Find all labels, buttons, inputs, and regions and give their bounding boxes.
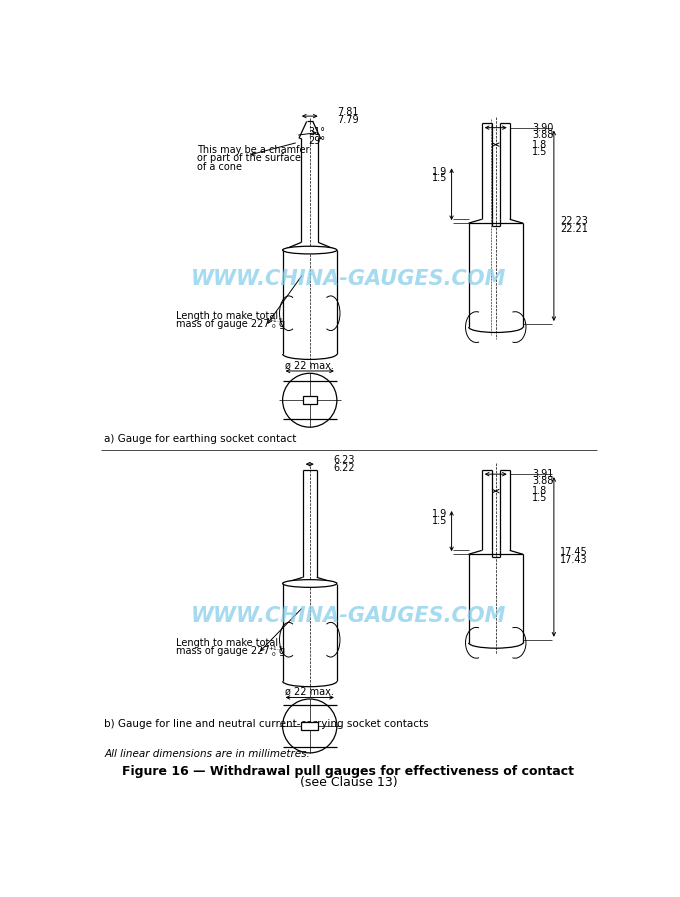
Text: b) Gauge for line and neutral current-carrying socket contacts: b) Gauge for line and neutral current-ca… [104, 718, 429, 728]
Text: g: g [279, 319, 285, 329]
Text: 7.79: 7.79 [338, 115, 359, 125]
Text: 31°: 31° [308, 127, 325, 137]
Text: 6.22: 6.22 [334, 463, 356, 473]
Text: 1.5: 1.5 [532, 146, 547, 157]
Text: 22.23: 22.23 [560, 216, 588, 226]
Text: 1.8: 1.8 [532, 486, 547, 496]
Text: 3.90: 3.90 [532, 123, 554, 133]
Text: Length to make total: Length to make total [176, 310, 279, 320]
Text: 1.5: 1.5 [432, 173, 447, 184]
Bar [303, 396, 317, 404]
Text: mass of gauge 227: mass of gauge 227 [176, 646, 273, 657]
Text: 1.5: 1.5 [432, 516, 447, 527]
Text: 3.88: 3.88 [532, 129, 554, 140]
Text: 1.9: 1.9 [432, 509, 447, 519]
Text: $^{+1.5}_{\ \ 0}$: $^{+1.5}_{\ \ 0}$ [268, 317, 284, 332]
Text: Length to make total: Length to make total [176, 638, 279, 648]
Text: 7.81: 7.81 [338, 108, 359, 118]
Text: 1.8: 1.8 [532, 140, 547, 150]
Text: a) Gauge for earthing socket contact: a) Gauge for earthing socket contact [104, 434, 296, 444]
Ellipse shape [283, 247, 337, 254]
Text: All linear dimensions are in millimetres.: All linear dimensions are in millimetres… [104, 749, 310, 760]
Text: mass of gauge 227: mass of gauge 227 [176, 319, 273, 329]
Text: or part of the surface: or part of the surface [197, 153, 301, 163]
Text: 29°: 29° [308, 135, 325, 145]
Text: of a cone: of a cone [197, 162, 242, 172]
Text: 1.9: 1.9 [432, 167, 447, 177]
Text: 3.91: 3.91 [532, 469, 554, 479]
Text: This may be a chamfer: This may be a chamfer [197, 145, 310, 155]
Text: $^{+1.5}_{\ \ 0}$: $^{+1.5}_{\ \ 0}$ [268, 644, 284, 658]
Text: WWW.CHINA-GAUGES.COM: WWW.CHINA-GAUGES.COM [191, 268, 506, 289]
Text: ø 22 max.: ø 22 max. [286, 361, 334, 370]
Text: (see Clause 13): (see Clause 13) [300, 777, 397, 789]
Text: Figure 16 — Withdrawal pull gauges for effectiveness of contact: Figure 16 — Withdrawal pull gauges for e… [122, 765, 575, 778]
Text: 6.23: 6.23 [334, 456, 355, 466]
Text: 17.43: 17.43 [560, 554, 588, 564]
Text: 3.88: 3.88 [532, 476, 554, 486]
Ellipse shape [283, 579, 337, 588]
Text: g: g [279, 646, 285, 657]
Bar [301, 722, 318, 730]
Text: 17.45: 17.45 [560, 547, 588, 557]
Text: ø 22 max.: ø 22 max. [286, 687, 334, 697]
Text: 1.5: 1.5 [532, 493, 547, 503]
Text: 22.21: 22.21 [560, 223, 588, 233]
Text: WWW.CHINA-GAUGES.COM: WWW.CHINA-GAUGES.COM [191, 605, 506, 626]
